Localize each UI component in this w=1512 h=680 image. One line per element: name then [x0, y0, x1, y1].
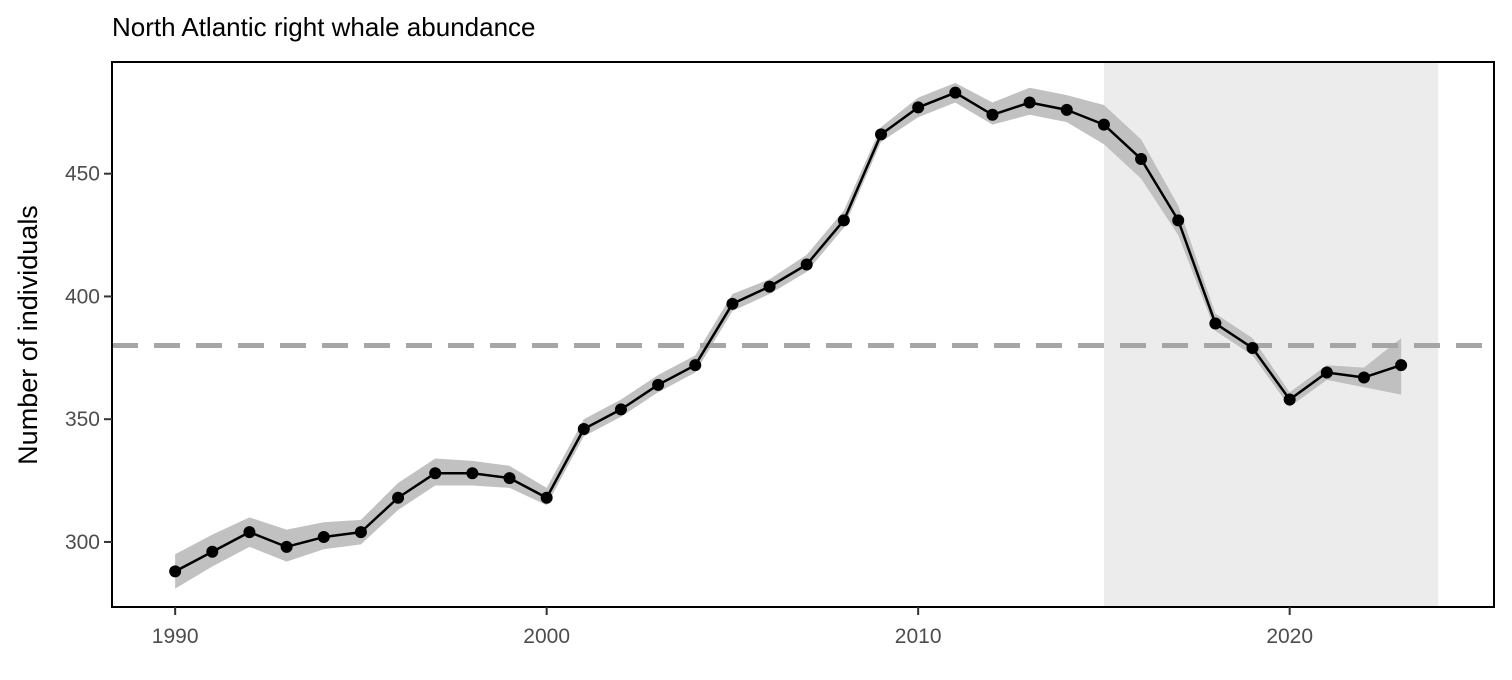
data-point — [1172, 214, 1185, 227]
data-point — [1283, 393, 1296, 406]
data-point — [1320, 366, 1333, 379]
data-point — [1135, 152, 1148, 165]
x-tick-label: 2000 — [523, 625, 570, 648]
data-point — [912, 101, 925, 114]
x-tick-label: 2020 — [1266, 625, 1313, 648]
data-point — [503, 472, 516, 485]
y-tick-label: 450 — [65, 163, 100, 186]
data-point — [392, 491, 405, 504]
data-point — [243, 526, 256, 539]
data-point — [577, 423, 590, 436]
y-tick-label: 400 — [65, 285, 100, 308]
data-point — [1023, 96, 1036, 109]
data-point — [280, 540, 293, 553]
plot-border — [111, 61, 1495, 608]
data-point — [652, 378, 665, 391]
data-point — [317, 531, 330, 544]
data-point — [1246, 342, 1259, 355]
plot-area: 1990 2000 2010 2020 300 350 400 450 — [65, 61, 1495, 648]
confidence-band — [175, 82, 1402, 589]
data-point — [1209, 317, 1222, 330]
data-point — [1357, 371, 1370, 384]
data-point — [875, 128, 888, 141]
data-point — [986, 108, 999, 121]
data-point — [800, 258, 813, 271]
panel-content — [112, 62, 1494, 607]
data-point — [354, 526, 367, 539]
data-point — [949, 86, 962, 99]
data-point — [689, 359, 702, 372]
y-tick-label: 350 — [65, 408, 100, 431]
data-point — [614, 403, 627, 416]
y-tick-label: 300 — [65, 531, 100, 554]
data-point — [429, 467, 442, 480]
data-point — [466, 467, 479, 480]
data-point — [1395, 359, 1408, 372]
y-axis-label: Number of individuals — [13, 205, 43, 465]
x-tick-label: 1990 — [152, 625, 199, 648]
data-point — [169, 565, 182, 578]
data-point — [540, 491, 553, 504]
data-point — [763, 280, 776, 293]
x-tick-label: 2010 — [895, 625, 942, 648]
data-point — [837, 214, 850, 227]
data-point — [726, 297, 739, 310]
data-point — [1060, 103, 1073, 116]
shaded-region — [1103, 62, 1439, 607]
data-point — [1097, 118, 1110, 131]
chart-title: North Atlantic right whale abundance — [112, 12, 536, 42]
data-point — [206, 545, 219, 558]
series-line — [174, 91, 1402, 573]
